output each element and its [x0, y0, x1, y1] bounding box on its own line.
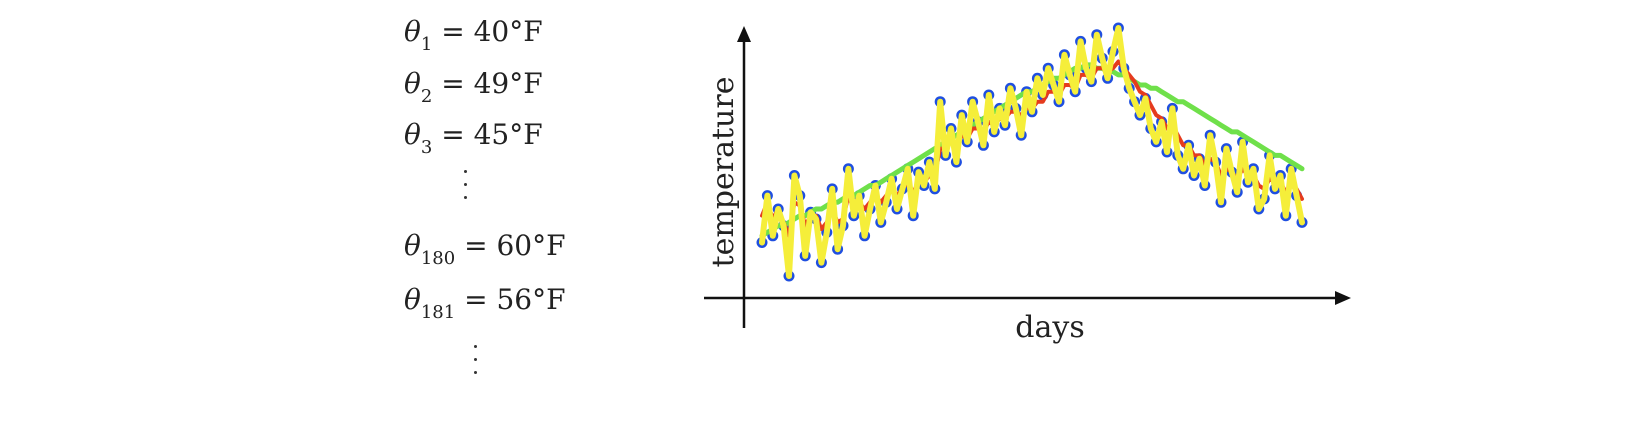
equation-theta-181: θ181 = 56°F	[404, 284, 566, 329]
equation-value: = 49°F	[441, 67, 543, 100]
equation-subscript: 180	[420, 248, 456, 269]
equation-value: = 56°F	[464, 283, 566, 316]
equation-theta-180: θ180 = 60°F	[404, 230, 566, 275]
theta-symbol: θ	[404, 229, 421, 262]
y-axis	[737, 26, 751, 328]
vertical-ellipsis-icon	[474, 345, 482, 384]
y-axis-arrow-icon	[737, 26, 751, 42]
equation-subscript: 2	[420, 86, 433, 107]
x-axis	[704, 291, 1351, 305]
equation-subscript: 181	[420, 302, 456, 323]
equation-theta-2: θ2 = 49°F	[404, 68, 543, 113]
theta-symbol: θ	[404, 283, 421, 316]
equation-subscript: 3	[420, 137, 433, 158]
equation-theta-3: θ3 = 45°F	[404, 119, 543, 164]
yellow-data-line	[759, 25, 1305, 279]
vertical-ellipsis-icon	[464, 170, 472, 209]
equation-theta-1: θ1 = 40°F	[404, 16, 543, 61]
equation-value: = 40°F	[441, 15, 543, 48]
x-axis-label: days	[1015, 310, 1084, 345]
x-axis-arrow-icon	[1335, 291, 1351, 305]
theta-symbol: θ	[404, 67, 421, 100]
theta-symbol: θ	[404, 15, 421, 48]
equation-subscript: 1	[420, 34, 433, 55]
theta-symbol: θ	[404, 118, 421, 151]
plot-area	[756, 22, 1308, 282]
y-axis-label: temperature	[706, 77, 741, 268]
equation-value: = 60°F	[464, 229, 566, 262]
equation-value: = 45°F	[441, 118, 543, 151]
